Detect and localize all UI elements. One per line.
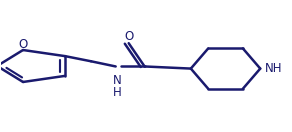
Text: N
H: N H [113, 74, 121, 99]
Text: O: O [18, 38, 28, 51]
Text: O: O [124, 30, 133, 43]
Text: NH: NH [265, 62, 282, 75]
